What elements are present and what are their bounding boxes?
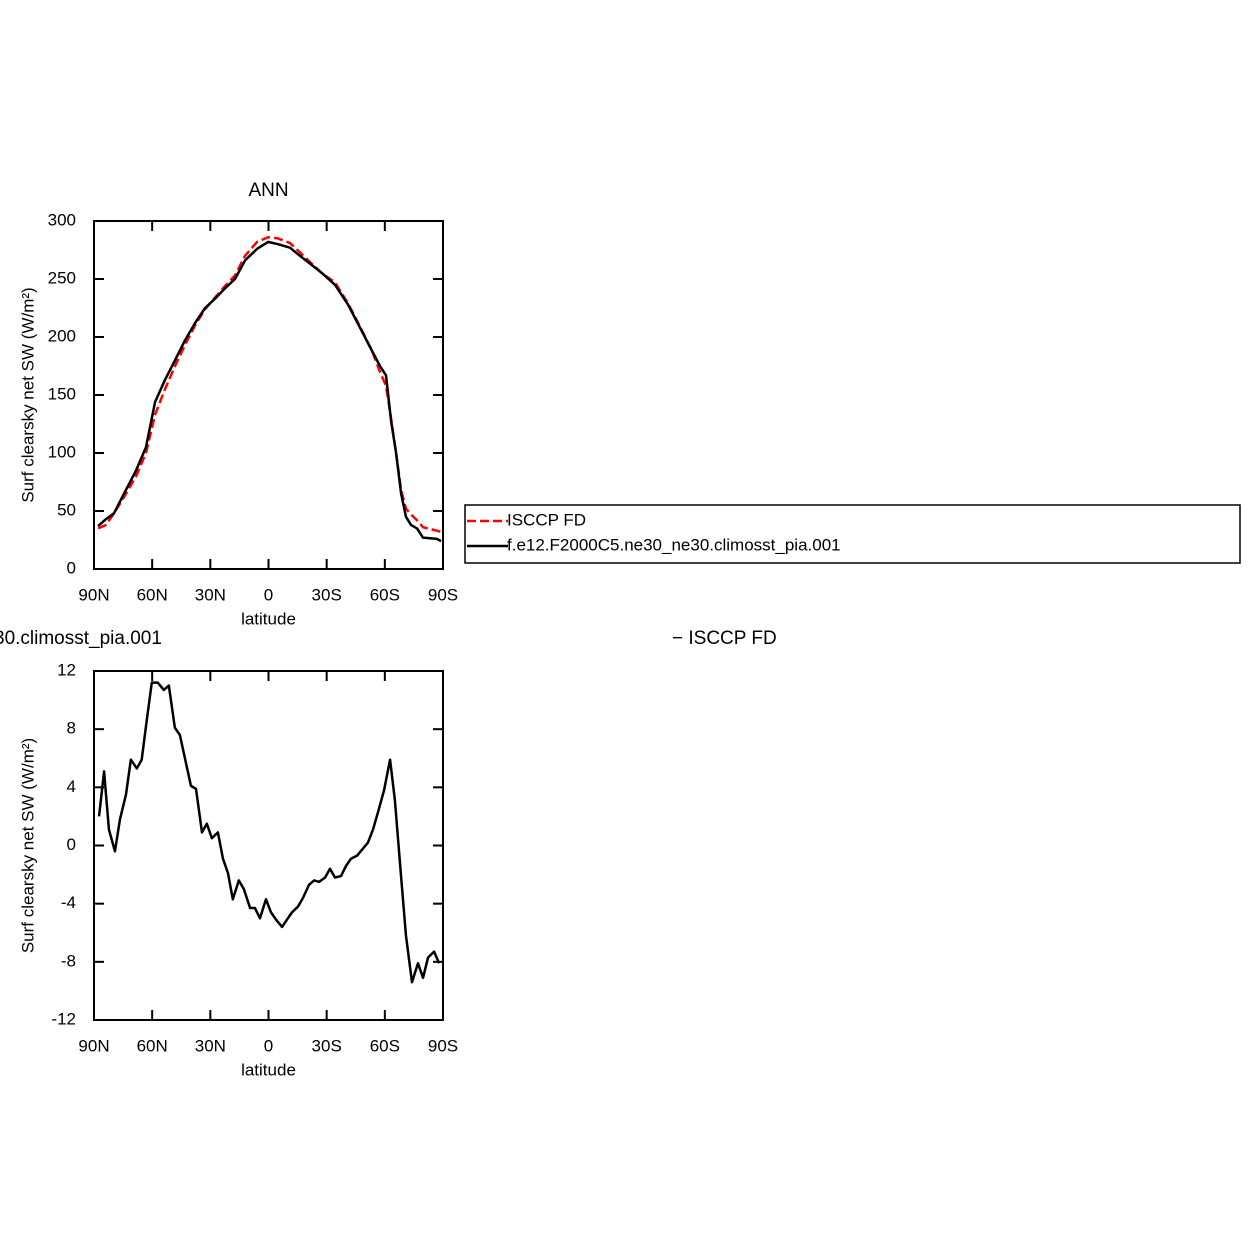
x-tick-label: 90N — [78, 585, 109, 604]
x-tick-label: 30S — [312, 585, 342, 604]
chart-title: 30.climosst_pia.001 — [0, 628, 162, 649]
y-tick-label: 150 — [48, 384, 76, 403]
y-tick-label: 200 — [48, 326, 76, 345]
y-tick-label: -12 — [51, 1009, 76, 1028]
legend-box — [464, 504, 1241, 564]
chart-title: ANN — [248, 180, 288, 201]
x-tick-label: 90S — [428, 585, 458, 604]
x-tick-label: 60N — [137, 585, 168, 604]
chart-title: − ISCCP FD — [672, 628, 777, 649]
x-tick-label: 90N — [78, 1036, 109, 1055]
legend-label: ISCCP FD — [507, 510, 586, 529]
x-tick-label: 60S — [370, 585, 400, 604]
x-tick-label: 30N — [195, 585, 226, 604]
y-tick-label: -4 — [61, 893, 76, 912]
y-tick-label: 0 — [67, 835, 76, 854]
x-tick-label: 60S — [370, 1036, 400, 1055]
x-axis-label: latitude — [241, 1060, 296, 1079]
series-line — [97, 681, 441, 984]
x-tick-label: 90S — [428, 1036, 458, 1055]
plot-frame — [93, 220, 444, 570]
series-line — [97, 240, 442, 543]
y-tick-label: 100 — [48, 442, 76, 461]
series-line — [97, 235, 442, 534]
x-tick-label: 60N — [137, 1036, 168, 1055]
x-tick-label: 30N — [195, 1036, 226, 1055]
x-tick-label: 0 — [264, 1036, 273, 1055]
y-tick-label: 250 — [48, 268, 76, 287]
y-tick-label: 8 — [67, 719, 76, 738]
legend-label: f.e12.F2000C5.ne30_ne30.climosst_pia.001 — [507, 535, 841, 554]
y-tick-label: 300 — [48, 210, 76, 229]
y-tick-label: -8 — [61, 951, 76, 970]
y-tick-label: 4 — [67, 777, 76, 796]
x-tick-label: 30S — [312, 1036, 342, 1055]
y-axis-label: Surf clearsky net SW (W/m²) — [18, 738, 37, 953]
y-axis-label: Surf clearsky net SW (W/m²) — [18, 287, 37, 502]
x-tick-label: 0 — [264, 585, 273, 604]
y-tick-label: 50 — [57, 500, 76, 519]
x-axis-label: latitude — [241, 609, 296, 628]
y-tick-label: 0 — [67, 558, 76, 577]
y-tick-label: 12 — [57, 660, 76, 679]
